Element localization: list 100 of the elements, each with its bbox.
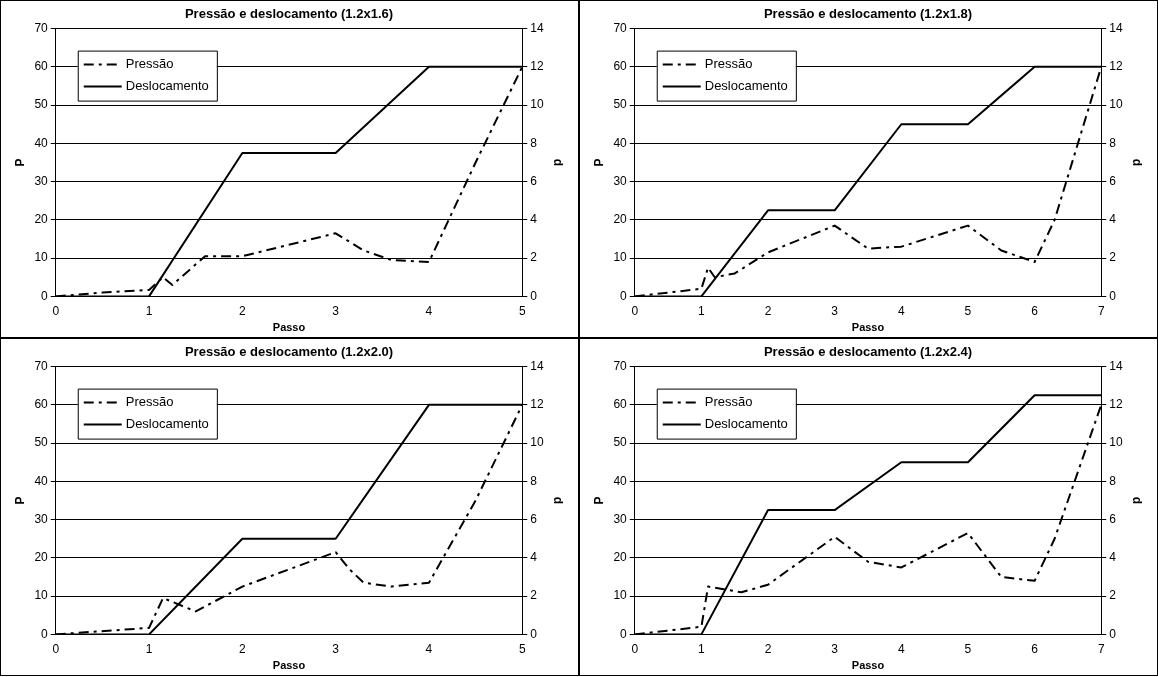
x-tick-label: 2 <box>239 303 247 318</box>
y2-tick-label: 6 <box>1109 511 1117 526</box>
y-tick-label: 60 <box>34 397 49 412</box>
x-tick-label: 5 <box>518 641 526 656</box>
x-tick-label: 4 <box>897 303 905 318</box>
x-tick-label: 6 <box>1031 303 1039 318</box>
y2-tick-label: 12 <box>530 397 544 412</box>
y2-tick-label: 14 <box>1109 358 1123 373</box>
y2-tick-label: 14 <box>1109 20 1123 35</box>
y2-tick-label: 4 <box>1109 212 1117 227</box>
y2-tick-label: 12 <box>1109 397 1123 412</box>
y2-tick-label: 10 <box>530 97 544 112</box>
y-tick-label: 0 <box>41 288 49 303</box>
y2-tick-label: 10 <box>1109 97 1123 112</box>
legend-label: Deslocamento <box>125 78 209 94</box>
y-tick-label: 40 <box>34 135 49 150</box>
y2-tick-label: 14 <box>530 20 544 35</box>
y2-tick-label: 2 <box>530 588 538 603</box>
y-tick-label: 10 <box>34 588 49 603</box>
x-tick-label: 7 <box>1097 303 1105 318</box>
x-tick-label: 0 <box>631 641 639 656</box>
y-tick-label: 50 <box>613 435 628 450</box>
x-tick-label: 3 <box>831 303 839 318</box>
x-tick-label: 0 <box>52 641 60 656</box>
x-axis-title: Passo <box>272 321 306 334</box>
y-tick-label: 10 <box>613 588 628 603</box>
y2-tick-label: 0 <box>1109 288 1117 303</box>
y2-axis-title: d <box>1130 158 1145 167</box>
y2-tick-label: 6 <box>530 173 538 188</box>
y-tick-label: 70 <box>613 358 628 373</box>
chart-title: Pressão e deslocamento (1.2x2.4) <box>763 344 973 360</box>
y2-tick-label: 8 <box>1109 135 1117 150</box>
y-tick-label: 20 <box>613 212 628 227</box>
y2-tick-label: 0 <box>530 288 538 303</box>
y-tick-label: 60 <box>613 59 628 74</box>
y2-tick-label: 8 <box>530 135 538 150</box>
legend-label: Deslocamento <box>704 416 788 432</box>
x-tick-label: 5 <box>964 303 972 318</box>
x-tick-label: 3 <box>332 641 340 656</box>
y-tick-label: 20 <box>34 550 49 565</box>
y-tick-label: 20 <box>34 212 49 227</box>
y2-tick-label: 2 <box>1109 250 1117 265</box>
x-tick-label: 0 <box>631 303 639 318</box>
x-tick-label: 1 <box>145 303 153 318</box>
y2-tick-label: 2 <box>530 250 538 265</box>
y-tick-label: 40 <box>613 473 628 488</box>
x-tick-label: 5 <box>964 641 972 656</box>
y-tick-label: 10 <box>34 250 49 265</box>
x-axis-title: Passo <box>851 659 885 672</box>
y2-tick-label: 12 <box>1109 59 1123 74</box>
x-tick-label: 4 <box>425 303 433 318</box>
y2-tick-label: 10 <box>1109 435 1123 450</box>
chart-title: Pressão e deslocamento (1.2x1.8) <box>763 6 973 22</box>
y-tick-label: 0 <box>41 626 49 641</box>
y-tick-label: 60 <box>34 59 49 74</box>
y2-tick-label: 12 <box>530 59 544 74</box>
y2-axis-title: d <box>1130 496 1145 505</box>
y-tick-label: 30 <box>34 511 49 526</box>
y-tick-label: 40 <box>613 135 628 150</box>
y-tick-label: 20 <box>613 550 628 565</box>
y2-tick-label: 4 <box>530 212 538 227</box>
legend-label: Deslocamento <box>125 416 209 432</box>
y-tick-label: 30 <box>613 173 628 188</box>
x-tick-label: 1 <box>145 641 153 656</box>
y-axis-title: P <box>12 158 27 167</box>
y2-axis-title: d <box>551 158 566 167</box>
y2-tick-label: 0 <box>530 626 538 641</box>
y-tick-label: 70 <box>34 20 49 35</box>
y2-tick-label: 4 <box>1109 550 1117 565</box>
legend-label: Pressão <box>125 56 174 72</box>
legend-label: Pressão <box>704 56 753 72</box>
legend-label: Pressão <box>125 394 174 410</box>
y2-tick-label: 6 <box>1109 173 1117 188</box>
x-tick-label: 3 <box>332 303 340 318</box>
y-tick-label: 10 <box>613 250 628 265</box>
y-axis-title: P <box>591 158 606 167</box>
x-tick-label: 6 <box>1031 641 1039 656</box>
y-tick-label: 40 <box>34 473 49 488</box>
x-tick-label: 1 <box>698 303 706 318</box>
x-tick-label: 5 <box>518 303 526 318</box>
y-axis-title: P <box>591 496 606 505</box>
y-tick-label: 70 <box>613 20 628 35</box>
y-tick-label: 60 <box>613 397 628 412</box>
x-tick-label: 2 <box>764 303 772 318</box>
y2-tick-label: 0 <box>1109 626 1117 641</box>
y-tick-label: 0 <box>620 626 628 641</box>
y2-tick-label: 14 <box>530 358 544 373</box>
x-tick-label: 2 <box>239 641 247 656</box>
x-tick-label: 2 <box>764 641 772 656</box>
y2-tick-label: 4 <box>530 550 538 565</box>
y-axis-title: P <box>12 496 27 505</box>
legend-label: Deslocamento <box>704 78 788 94</box>
y-tick-label: 50 <box>34 97 49 112</box>
x-axis-title: Passo <box>851 321 885 334</box>
y2-tick-label: 10 <box>530 435 544 450</box>
y2-tick-label: 8 <box>1109 473 1117 488</box>
y-tick-label: 50 <box>613 97 628 112</box>
y2-tick-label: 2 <box>1109 588 1117 603</box>
y-tick-label: 50 <box>34 435 49 450</box>
y2-axis-title: d <box>551 496 566 505</box>
